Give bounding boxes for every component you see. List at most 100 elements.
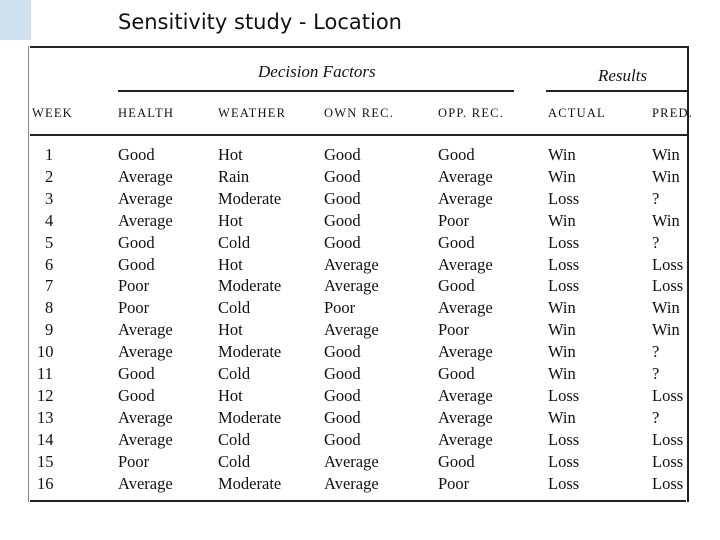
decision-factors-header: Decision Factors xyxy=(258,62,376,81)
cell-pred: ? xyxy=(652,232,660,252)
cell-week: 8 xyxy=(45,298,54,318)
cell-pred: Win xyxy=(652,298,680,318)
header-bottom-rule xyxy=(30,134,688,136)
cell-own-rec: Good xyxy=(324,342,361,362)
cell-own-rec: Average xyxy=(324,320,379,340)
column-header-health: HEALTH xyxy=(118,106,175,120)
cell-health: Average xyxy=(118,188,173,208)
cell-week: 14 xyxy=(37,429,54,449)
cell-health: Average xyxy=(118,210,173,230)
column-header-week: WEEK xyxy=(32,106,73,120)
cell-health: Poor xyxy=(118,298,150,318)
cell-weather: Moderate xyxy=(218,407,282,427)
cell-health: Average xyxy=(118,342,173,362)
cell-week: 7 xyxy=(45,276,54,296)
cell-own-rec: Good xyxy=(324,407,361,427)
cell-health: Average xyxy=(118,407,173,427)
cell-own-rec: Average xyxy=(324,451,379,471)
cell-weather: Moderate xyxy=(218,473,282,493)
cell-actual: Win xyxy=(548,210,576,230)
cell-opp-rec: Good xyxy=(438,364,475,383)
cell-opp-rec: Good xyxy=(438,451,475,471)
cell-week: 13 xyxy=(37,407,54,427)
cell-pred: Win xyxy=(652,145,680,164)
cell-week: 6 xyxy=(45,254,54,274)
cell-week: 3 xyxy=(45,188,54,208)
cell-pred: Loss xyxy=(652,254,684,274)
cell-week: 12 xyxy=(37,385,54,405)
cell-weather: Cold xyxy=(218,451,251,471)
decision-factors-rule xyxy=(118,90,514,92)
cell-actual: Loss xyxy=(548,188,580,208)
cell-opp-rec: Good xyxy=(438,145,475,164)
cell-actual: Win xyxy=(548,342,576,362)
cell-week: 9 xyxy=(45,320,54,340)
cell-weather: Cold xyxy=(218,364,251,383)
cell-own-rec: Good xyxy=(324,166,361,186)
cell-own-rec: Good xyxy=(324,210,361,230)
cell-actual: Win xyxy=(548,298,576,318)
cell-actual: Win xyxy=(548,166,576,186)
cell-pred: Loss xyxy=(652,451,684,471)
column-header-actual: ACTUAL xyxy=(548,106,606,120)
cell-health: Good xyxy=(118,254,155,274)
cell-week: 1 xyxy=(45,145,54,164)
cell-actual: Win xyxy=(548,145,576,164)
cell-pred: Loss xyxy=(652,385,684,405)
cell-health: Good xyxy=(118,145,155,164)
cell-pred: Win xyxy=(652,320,680,340)
cell-actual: Loss xyxy=(548,276,580,296)
cell-opp-rec: Poor xyxy=(438,210,470,230)
cell-actual: Loss xyxy=(548,254,580,274)
cell-own-rec: Average xyxy=(324,254,379,274)
cell-health: Average xyxy=(118,429,173,449)
table-left-border xyxy=(28,46,29,502)
cell-opp-rec: Average xyxy=(438,429,493,449)
cell-pred: Loss xyxy=(652,429,684,449)
cell-own-rec: Good xyxy=(324,385,361,405)
cell-weather: Rain xyxy=(218,166,250,186)
cell-own-rec: Average xyxy=(324,473,379,493)
cell-health: Average xyxy=(118,473,173,493)
results-header: Results xyxy=(598,66,648,85)
cell-own-rec: Average xyxy=(324,276,379,296)
cell-week: 2 xyxy=(45,166,54,186)
cell-weather: Hot xyxy=(218,145,243,164)
cell-opp-rec: Poor xyxy=(438,473,470,493)
cell-opp-rec: Average xyxy=(438,188,493,208)
cell-own-rec: Good xyxy=(324,232,361,252)
cell-week: 5 xyxy=(45,232,54,252)
cell-weather: Moderate xyxy=(218,276,282,296)
cell-weather: Cold xyxy=(218,429,251,449)
cell-actual: Loss xyxy=(548,473,580,493)
cell-weather: Hot xyxy=(218,254,243,274)
cell-weather: Cold xyxy=(218,232,251,252)
cell-opp-rec: Average xyxy=(438,407,493,427)
column-header-opp-rec: OPP. REC. xyxy=(438,106,505,120)
cell-week: 11 xyxy=(37,364,53,383)
cell-weather: Moderate xyxy=(218,188,282,208)
cell-opp-rec: Average xyxy=(438,298,493,318)
column-header-own-rec: OWN REC. xyxy=(324,106,395,120)
cell-opp-rec: Average xyxy=(438,166,493,186)
cell-pred: ? xyxy=(652,188,660,208)
cell-week: 10 xyxy=(37,342,54,362)
cell-own-rec: Good xyxy=(324,188,361,208)
cell-health: Good xyxy=(118,364,155,383)
cell-pred: Loss xyxy=(652,276,684,296)
cell-weather: Cold xyxy=(218,298,251,318)
cell-opp-rec: Average xyxy=(438,254,493,274)
cell-pred: Win xyxy=(652,166,680,186)
cell-own-rec: Good xyxy=(324,145,361,164)
cell-week: 15 xyxy=(37,451,54,471)
cell-actual: Win xyxy=(548,320,576,340)
title-accent-block xyxy=(0,0,31,40)
cell-pred: Win xyxy=(652,210,680,230)
column-header-pred: PRED. xyxy=(652,106,694,120)
cell-opp-rec: Average xyxy=(438,385,493,405)
results-rule xyxy=(546,90,688,92)
column-header-weather: WEATHER xyxy=(218,106,287,120)
cell-weather: Hot xyxy=(218,385,243,405)
cell-pred: ? xyxy=(652,364,660,383)
table-right-border xyxy=(687,46,689,502)
